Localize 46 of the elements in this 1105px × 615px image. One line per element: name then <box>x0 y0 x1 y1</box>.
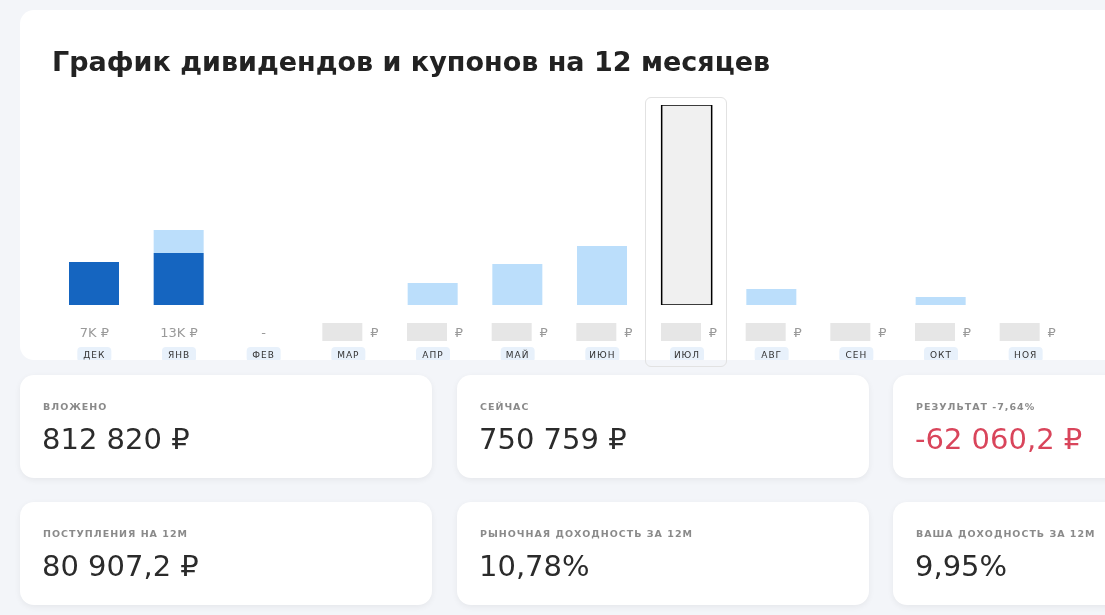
bar <box>153 253 204 305</box>
bar <box>577 246 627 305</box>
text: ₽ <box>793 325 802 340</box>
x-tick-label: ИЮН <box>589 350 616 360</box>
text: 13K ₽ <box>160 325 198 340</box>
text: - <box>261 325 267 340</box>
bar <box>407 283 458 305</box>
text: ₽ <box>1047 325 1056 340</box>
text: 812 820 ₽ <box>42 422 190 456</box>
x-tick-label: ЯНВ <box>167 350 191 360</box>
text: 750 759 ₽ <box>479 422 627 456</box>
text: ВАША ДОХОДНОСТЬ ЗА 12М <box>916 528 1096 539</box>
text: ПОСТУПЛЕНИЯ НА 12М <box>43 528 188 539</box>
x-tick-label: АВГ <box>761 350 783 360</box>
text: ₽ <box>878 325 887 340</box>
x-tick-label: НОЯ <box>1014 350 1038 360</box>
bar <box>492 264 543 305</box>
bar <box>69 262 119 305</box>
x-tick-label: МАР <box>337 350 360 360</box>
bar <box>153 230 204 253</box>
text: ВЛОЖЕНО <box>43 401 108 412</box>
text: ₽ <box>624 325 633 340</box>
x-tick-label: СЕН <box>845 350 868 360</box>
text: -62 060,2 ₽ <box>915 422 1083 456</box>
x-tick-label: ИЮЛ <box>673 350 701 360</box>
x-tick-label: ДЕК <box>83 350 106 360</box>
bar <box>915 297 966 305</box>
text: РЫНОЧНАЯ ДОХОДНОСТЬ ЗА 12М <box>480 528 693 539</box>
x-tick-label: ФЕВ <box>252 350 275 360</box>
chart-title: График дивидендов и купонов на 12 месяцев <box>52 46 771 77</box>
text: СЕЙЧАС <box>480 401 530 412</box>
text: ₽ <box>454 325 464 340</box>
text: 7K ₽ <box>79 325 109 340</box>
text: ₽ <box>962 325 972 340</box>
text: 9,95% <box>915 549 1008 583</box>
text: ₽ <box>708 325 718 340</box>
text: ₽ <box>539 325 548 340</box>
bar <box>660 105 713 305</box>
text: РЕЗУЛЬТАТ -7,64% <box>916 401 1036 412</box>
text: 10,78% <box>479 549 590 583</box>
x-tick-label: АПР <box>422 350 444 360</box>
bar <box>746 289 797 305</box>
x-tick-label: МАЙ <box>505 349 530 360</box>
x-tick-label: ОКТ <box>930 350 952 360</box>
text: ₽ <box>370 325 379 340</box>
text: 80 907,2 ₽ <box>42 549 199 583</box>
